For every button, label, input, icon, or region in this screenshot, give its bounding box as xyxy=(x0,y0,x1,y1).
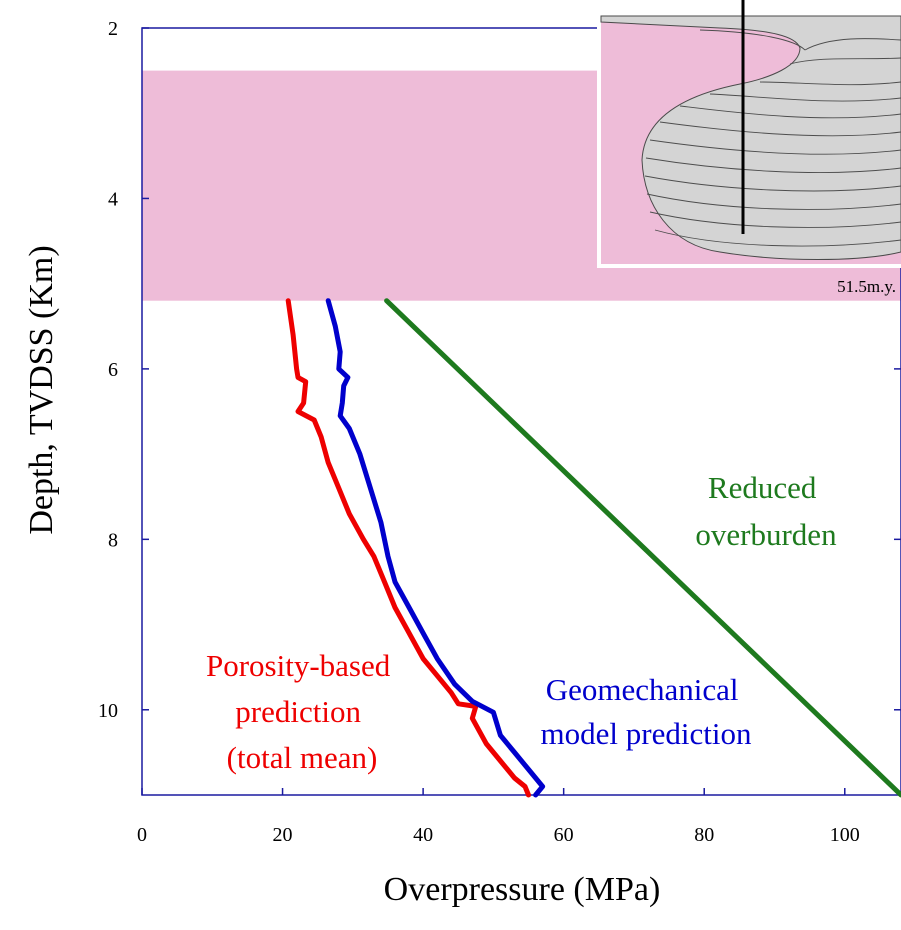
inset-contours xyxy=(644,29,901,247)
annotation-geomechanical: Geomechanical model prediction xyxy=(541,672,752,751)
x-tick-label: 0 xyxy=(137,824,147,846)
x-tick-label: 100 xyxy=(830,824,860,846)
plot-frame xyxy=(141,27,901,796)
inset-basin-body xyxy=(600,15,901,260)
series-line-reduced-overburden xyxy=(384,298,901,798)
series-line-geomechanical-model-prediction xyxy=(325,298,546,798)
inset-age-label: 51.5m.y. xyxy=(837,277,896,296)
x-tick-label: 80 xyxy=(694,824,714,846)
y-tick-label: 6 xyxy=(108,359,118,381)
annotation-reduced-overburden: Reduced overburden xyxy=(695,470,837,552)
y-tick-label: 8 xyxy=(108,529,118,551)
annotation-porosity: Porosity-based prediction (total mean) xyxy=(206,648,398,775)
y-tick-label: 10 xyxy=(98,700,118,722)
y-tick-label: 4 xyxy=(108,188,118,210)
y-tick-label: 2 xyxy=(108,18,118,40)
x-tick-label: 60 xyxy=(554,824,574,846)
x-tick-label: 20 xyxy=(273,824,293,846)
y-axis-title: Depth, TVDSS (Km) xyxy=(23,245,60,534)
series-layer xyxy=(285,298,901,798)
x-axis-title: Overpressure (MPa) xyxy=(384,871,661,908)
series-line-porosity-based-prediction-total-mean xyxy=(285,298,531,798)
x-tick-label: 40 xyxy=(413,824,433,846)
inset-cross-section: 51.5m.y. xyxy=(597,0,901,296)
